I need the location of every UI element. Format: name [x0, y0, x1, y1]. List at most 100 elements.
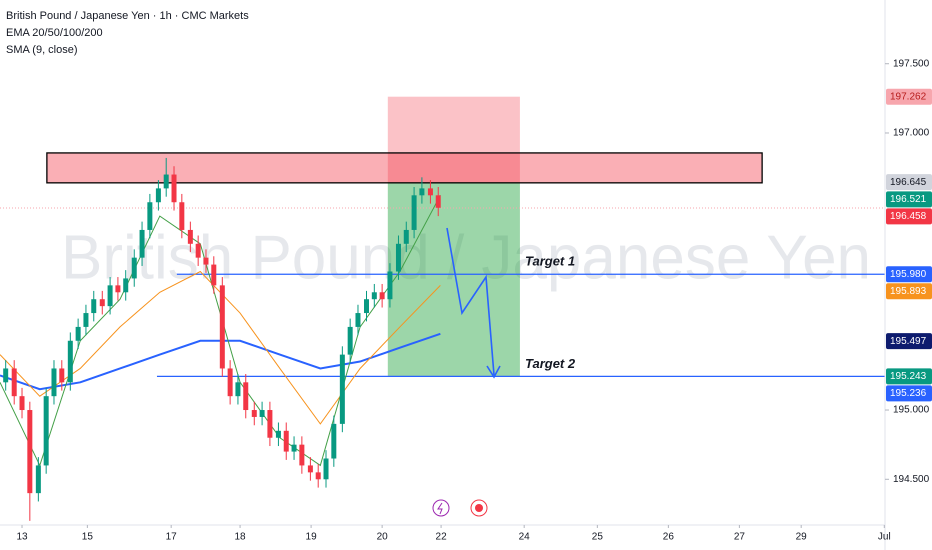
candle-body	[387, 271, 393, 300]
candle-body	[251, 410, 257, 417]
candle-body	[59, 368, 65, 383]
price-label-bg	[886, 283, 932, 300]
candle-body	[99, 299, 105, 307]
candle-body	[187, 229, 193, 244]
event-icon[interactable]	[432, 499, 450, 517]
candle-body	[171, 174, 177, 203]
price-label-bg	[886, 368, 932, 385]
x-tick-label: 29	[796, 532, 808, 543]
price-label-bg	[886, 208, 932, 225]
candle-body	[235, 382, 241, 397]
candle-body	[355, 313, 361, 327]
candle-body	[147, 202, 153, 230]
flag-dot	[475, 504, 483, 512]
candle-body	[435, 195, 441, 208]
candle-body	[315, 472, 321, 480]
stop-zone	[387, 96, 520, 183]
price-label-bg	[886, 191, 932, 208]
chart-title: British Pound / Japanese Yen · 1h · CMC …	[6, 10, 249, 22]
x-tick-label: 25	[592, 532, 604, 543]
candle-body	[75, 326, 81, 341]
x-tick-label: 24	[519, 532, 531, 543]
target-zone	[387, 182, 520, 377]
candle-body	[3, 368, 9, 383]
price-label-bg	[886, 385, 932, 402]
x-tick-label: 26	[663, 532, 675, 543]
candle-body	[275, 430, 281, 438]
candle-body	[43, 396, 49, 466]
candle-body	[123, 278, 129, 293]
event-bolt	[437, 502, 443, 515]
candle-body	[267, 410, 273, 438]
x-tick-label: 17	[166, 532, 178, 543]
candle-body	[307, 465, 313, 473]
candle-body	[131, 257, 137, 279]
x-tick-label: 22	[436, 532, 448, 543]
candle-body	[403, 229, 409, 244]
y-tick-label: 194.500	[893, 474, 930, 485]
candle-body	[379, 292, 385, 300]
indicator-label: SMA (9, close)	[6, 44, 78, 56]
price-label: 196.645	[890, 177, 927, 188]
candle-body	[243, 382, 249, 411]
candle-body	[299, 444, 305, 466]
candle-body	[51, 368, 57, 397]
price-label-bg	[886, 333, 932, 350]
candle-body	[291, 444, 297, 452]
candle-body	[163, 174, 169, 189]
target-label: Target 2	[525, 356, 576, 371]
candle-body	[339, 354, 345, 424]
candle-body	[27, 410, 33, 494]
candle-body	[364, 299, 370, 314]
candle-body	[115, 285, 121, 293]
candle-body	[67, 340, 73, 383]
candle-body	[19, 396, 25, 411]
price-label-bg	[886, 88, 932, 105]
candle-body	[83, 313, 89, 327]
price-label: 195.497	[890, 336, 927, 347]
candle-body	[419, 188, 425, 196]
candle-body	[179, 202, 185, 230]
candle-body	[219, 285, 225, 369]
x-tick-label: 13	[16, 532, 28, 543]
candle-body	[259, 410, 265, 417]
target-label: Target 1	[525, 254, 575, 269]
price-label-bg	[886, 174, 932, 191]
arrow-head	[486, 365, 501, 379]
candle-body	[91, 299, 97, 314]
y-tick-label: 197.000	[893, 128, 930, 139]
candle-body	[203, 257, 209, 265]
x-tick-label: 20	[377, 532, 389, 543]
candle-body	[411, 195, 417, 230]
projection-arrow	[446, 227, 495, 376]
price-label: 196.521	[890, 194, 927, 205]
price-label: 195.893	[890, 286, 927, 297]
price-label-bg	[886, 266, 932, 283]
indicator-label: EMA 20/50/100/200	[6, 27, 103, 39]
candle-body	[323, 458, 329, 480]
candle-body	[395, 243, 401, 272]
candle-body	[35, 465, 41, 494]
candle-body	[155, 188, 161, 203]
candle-body	[107, 285, 113, 307]
x-tick-label: 15	[82, 532, 94, 543]
y-tick-label: 195.000	[893, 405, 930, 416]
price-label: 196.458	[890, 211, 927, 222]
price-label: 195.980	[890, 269, 927, 280]
x-tick-label: 27	[734, 532, 746, 543]
y-tick-label: 197.500	[893, 58, 930, 69]
candle-body	[427, 188, 433, 196]
price-label: 197.262	[890, 91, 927, 102]
candle-body	[211, 264, 217, 286]
price-label: 195.243	[890, 371, 927, 382]
candle-body	[283, 430, 289, 452]
candle-body	[11, 368, 17, 397]
candle-body	[227, 368, 233, 397]
candle-body	[331, 423, 337, 459]
candle-body	[195, 243, 201, 258]
x-tick-label: Jul	[878, 532, 891, 543]
resistance-zone	[46, 152, 763, 184]
watermark: British Pound / Japanese Yen	[61, 223, 871, 292]
